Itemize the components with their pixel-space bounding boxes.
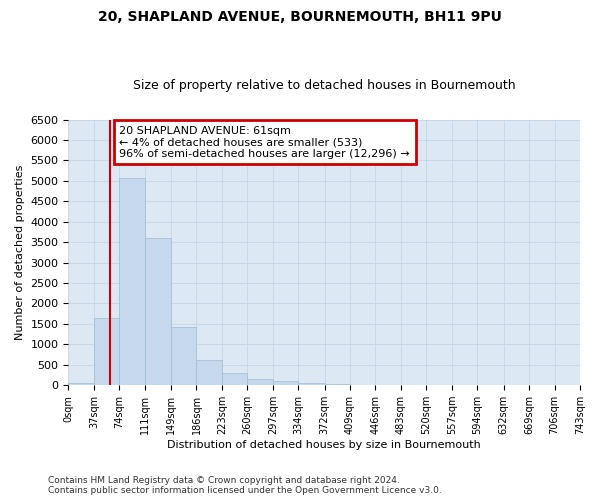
Bar [119, 178, 145, 385]
Bar [273, 381, 298, 385]
Y-axis label: Number of detached properties: Number of detached properties [15, 164, 25, 340]
Bar [145, 238, 171, 385]
Bar [222, 373, 247, 385]
Text: Contains HM Land Registry data © Crown copyright and database right 2024.
Contai: Contains HM Land Registry data © Crown c… [48, 476, 442, 495]
Text: 20 SHAPLAND AVENUE: 61sqm
← 4% of detached houses are smaller (533)
96% of semi-: 20 SHAPLAND AVENUE: 61sqm ← 4% of detach… [119, 126, 410, 159]
Bar [298, 383, 325, 385]
X-axis label: Distribution of detached houses by size in Bournemouth: Distribution of detached houses by size … [167, 440, 481, 450]
Bar [171, 327, 196, 385]
Bar [350, 384, 376, 385]
Bar [94, 318, 119, 385]
Bar [247, 379, 273, 385]
Text: 20, SHAPLAND AVENUE, BOURNEMOUTH, BH11 9PU: 20, SHAPLAND AVENUE, BOURNEMOUTH, BH11 9… [98, 10, 502, 24]
Bar [325, 384, 350, 385]
Bar [196, 360, 222, 385]
Bar [68, 383, 94, 385]
Title: Size of property relative to detached houses in Bournemouth: Size of property relative to detached ho… [133, 79, 515, 92]
